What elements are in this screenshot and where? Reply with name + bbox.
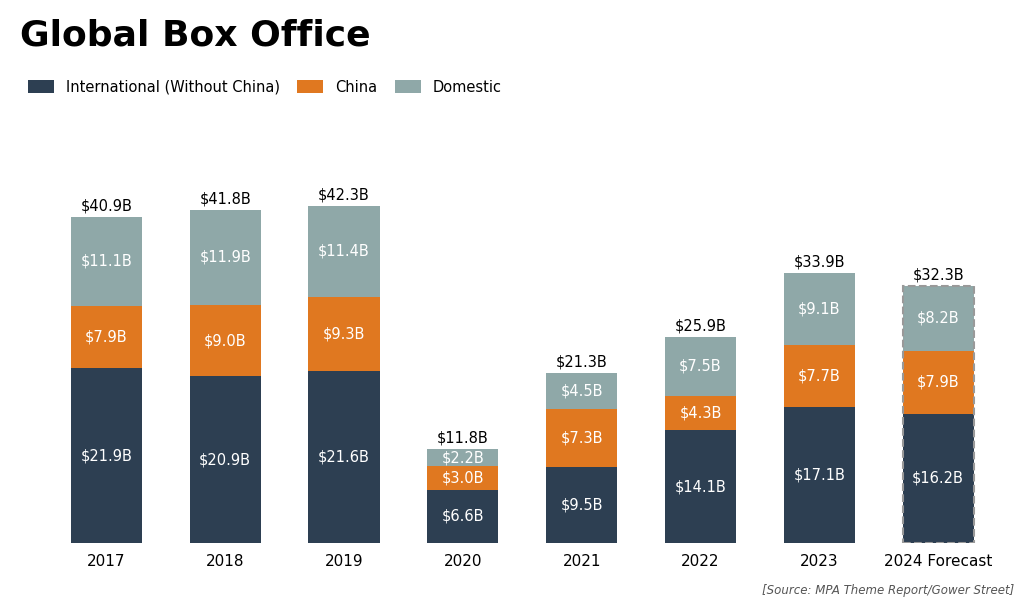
Text: $11.4B: $11.4B bbox=[318, 244, 370, 259]
Text: $21.3B: $21.3B bbox=[556, 355, 607, 370]
Text: $7.5B: $7.5B bbox=[679, 359, 722, 374]
Text: $33.9B: $33.9B bbox=[794, 254, 845, 270]
Text: $40.9B: $40.9B bbox=[80, 199, 132, 214]
Bar bbox=[427, 449, 499, 466]
Text: [Source: MPA Theme Report/Gower Street]: [Source: MPA Theme Report/Gower Street] bbox=[762, 584, 1014, 597]
Bar bbox=[427, 466, 499, 490]
Bar bbox=[665, 336, 736, 396]
Text: $9.1B: $9.1B bbox=[798, 302, 841, 317]
Text: $3.0B: $3.0B bbox=[441, 471, 484, 486]
Bar bbox=[189, 376, 261, 543]
Text: $41.8B: $41.8B bbox=[200, 192, 251, 207]
Text: $4.5B: $4.5B bbox=[560, 384, 603, 399]
Text: $25.9B: $25.9B bbox=[675, 318, 726, 333]
Bar bbox=[783, 406, 855, 543]
Text: $17.1B: $17.1B bbox=[794, 467, 845, 482]
Text: $21.9B: $21.9B bbox=[80, 448, 132, 463]
Text: $7.3B: $7.3B bbox=[560, 431, 603, 446]
Bar bbox=[665, 396, 736, 431]
Bar bbox=[71, 306, 142, 368]
Text: $42.3B: $42.3B bbox=[318, 188, 370, 203]
Bar bbox=[665, 431, 736, 543]
Bar bbox=[546, 373, 617, 409]
Text: $14.1B: $14.1B bbox=[675, 479, 726, 494]
Bar bbox=[783, 346, 855, 406]
Text: $11.9B: $11.9B bbox=[200, 250, 251, 265]
Text: $9.3B: $9.3B bbox=[323, 326, 366, 341]
Text: $16.2B: $16.2B bbox=[912, 471, 965, 486]
Text: $21.6B: $21.6B bbox=[318, 449, 370, 464]
Text: $20.9B: $20.9B bbox=[199, 452, 251, 467]
Text: $9.5B: $9.5B bbox=[560, 497, 603, 513]
Bar bbox=[189, 305, 261, 376]
Text: $8.2B: $8.2B bbox=[916, 311, 959, 326]
Bar bbox=[189, 210, 261, 305]
Text: $2.2B: $2.2B bbox=[441, 450, 484, 465]
Text: $7.7B: $7.7B bbox=[798, 368, 841, 384]
Bar bbox=[546, 409, 617, 467]
Text: $9.0B: $9.0B bbox=[204, 333, 247, 348]
Bar bbox=[546, 467, 617, 543]
Text: Global Box Office: Global Box Office bbox=[20, 18, 371, 52]
Text: $32.3B: $32.3B bbox=[912, 267, 964, 282]
Bar bbox=[427, 490, 499, 543]
Text: $7.9B: $7.9B bbox=[916, 375, 959, 390]
Bar bbox=[308, 371, 380, 543]
Bar bbox=[308, 206, 380, 297]
Bar bbox=[902, 351, 974, 414]
Bar bbox=[902, 414, 974, 543]
Bar bbox=[902, 286, 974, 543]
Text: $11.1B: $11.1B bbox=[81, 254, 132, 269]
Text: $6.6B: $6.6B bbox=[441, 509, 484, 524]
Bar bbox=[308, 297, 380, 371]
Bar bbox=[71, 368, 142, 543]
Text: $11.8B: $11.8B bbox=[437, 431, 488, 446]
Legend: International (Without China), China, Domestic: International (Without China), China, Do… bbox=[28, 80, 502, 95]
Bar bbox=[783, 273, 855, 346]
Text: $7.9B: $7.9B bbox=[85, 329, 128, 344]
Text: $4.3B: $4.3B bbox=[679, 406, 722, 421]
Bar bbox=[71, 217, 142, 306]
Bar bbox=[902, 286, 974, 351]
